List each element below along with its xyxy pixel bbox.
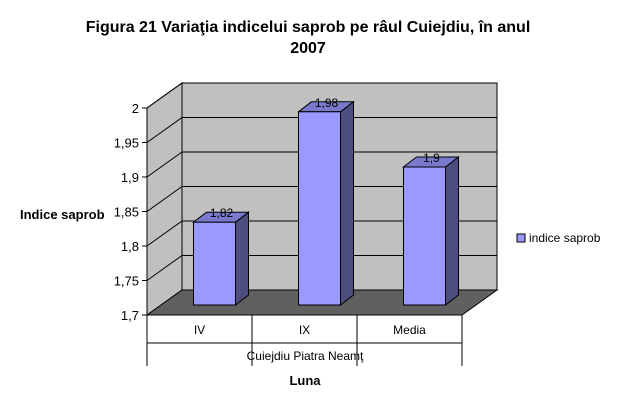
- bar-side: [340, 100, 354, 307]
- legend-label: indice saprob: [529, 231, 601, 245]
- y-tick-label: 1,9: [121, 170, 139, 185]
- y-tick-label: 1,75: [114, 274, 139, 289]
- bar-side: [445, 155, 459, 307]
- data-label: 1,9: [423, 151, 440, 165]
- bar-side: [235, 211, 249, 307]
- gridline: [146, 117, 497, 143]
- data-label: 1,98: [315, 96, 339, 110]
- x-tick-label: IX: [299, 323, 310, 337]
- bar-front: [403, 166, 446, 306]
- y-axis-label: Indice saprob: [20, 207, 105, 222]
- legend-swatch: [516, 233, 526, 243]
- x-axis-label: Luna: [289, 373, 321, 388]
- data-label: 1,82: [210, 206, 234, 220]
- gridline: [146, 255, 497, 281]
- gridline: [146, 82, 497, 109]
- group-label: Cuiejdiu Piatra Neamţ: [247, 349, 364, 363]
- gridline: [146, 151, 497, 178]
- gridline: [146, 186, 497, 212]
- bar-front: [298, 111, 341, 306]
- x-tick-label: IV: [194, 323, 205, 337]
- bar: [192, 211, 250, 307]
- bar: [297, 100, 355, 307]
- y-tick-label: 1,7: [121, 308, 139, 323]
- chart-title-line1: Figura 21 Variaţia indicelui saprob pe r…: [86, 19, 531, 36]
- bar: [402, 155, 460, 307]
- x-tick-label: Media: [393, 323, 426, 337]
- y-tick-label: 1,85: [114, 205, 139, 220]
- y-tick-label: 2: [132, 101, 139, 116]
- bar-front: [193, 221, 236, 306]
- y-tick-label: 1,8: [121, 239, 139, 254]
- gridline: [146, 220, 497, 247]
- y-tick-label: 1,95: [114, 136, 139, 151]
- chart-title-line2: 2007: [290, 40, 326, 57]
